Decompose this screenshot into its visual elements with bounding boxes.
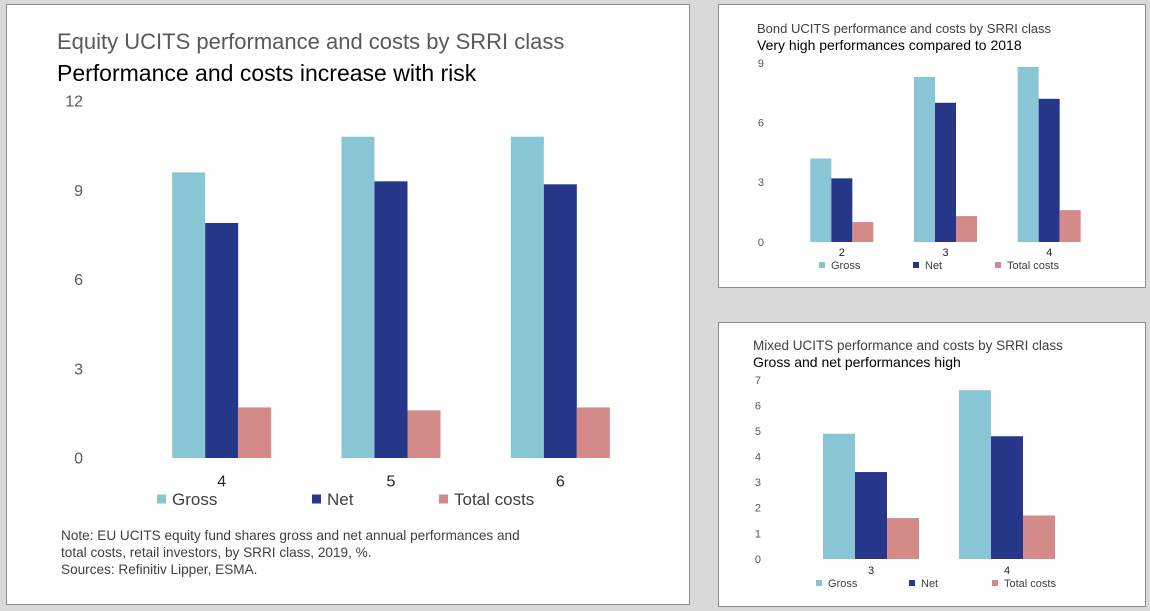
legend-label: Total costs [454, 490, 534, 509]
legend-label: Gross [172, 490, 217, 509]
mixed-bar-chart: 0 1 2 3 4 5 6 7 3 4 Gross Net Total costs [755, 375, 1057, 590]
y-tick-label: 3 [74, 361, 83, 378]
bar-gross [959, 390, 991, 559]
bar-total-costs [852, 222, 874, 242]
x-category-label: 2 [839, 247, 845, 259]
equity-chart-panel: Equity UCITS performance and costs by SR… [6, 4, 690, 605]
y-tick-label: 5 [755, 426, 761, 438]
legend-swatch [816, 580, 822, 586]
y-tick-label: 9 [74, 183, 83, 200]
note-line-3: Sources: Refinitiv Lipper, ESMA. [61, 562, 258, 577]
x-category-label: 6 [556, 474, 565, 491]
bar-total-costs [1059, 210, 1081, 242]
bar-total-costs [1023, 515, 1055, 559]
bar-net [543, 184, 577, 459]
equity-chart-subtitle: Equity UCITS performance and costs by SR… [57, 29, 565, 54]
legend-swatch [913, 262, 919, 268]
note-line-2: total costs, retail investors, by SRRI c… [61, 545, 372, 560]
bond-chart-subtitle: Bond UCITS performance and costs by SRRI… [757, 21, 1052, 36]
x-category-label: 4 [1046, 247, 1052, 259]
bar-net [205, 222, 239, 458]
bar-gross [510, 136, 544, 458]
bond-chart-panel: Bond UCITS performance and costs by SRRI… [718, 4, 1146, 288]
y-tick-label: 3 [758, 177, 764, 189]
y-tick-label: 4 [755, 452, 761, 464]
y-tick-label: 1 [755, 528, 761, 540]
legend-label: Gross [828, 578, 858, 590]
x-category-label: 3 [942, 247, 948, 259]
y-tick-label: 12 [65, 94, 83, 111]
legend-label: Net [921, 578, 938, 590]
bar-gross [823, 433, 855, 559]
equity-chart-title: Performance and costs increase with risk [57, 60, 477, 86]
bond-bar-chart: 0 3 6 9 2 3 4 Gross Net Total costs [758, 58, 1081, 272]
legend-swatch [312, 494, 321, 504]
bar-total-costs [956, 216, 977, 242]
bar-total-costs [576, 407, 610, 458]
bar-gross [341, 136, 375, 458]
legend-swatch [439, 494, 448, 504]
bar-gross [1017, 66, 1039, 242]
bar-gross [172, 172, 206, 458]
bar-total-costs [887, 518, 919, 559]
y-tick-label: 9 [758, 58, 764, 70]
x-category-label: 4 [217, 474, 226, 491]
bar-net [935, 102, 956, 243]
bar-net [991, 436, 1023, 559]
bar-net [1038, 98, 1060, 242]
bond-chart-title: Very high performances compared to 2018 [757, 37, 1022, 53]
legend-label: Net [925, 260, 942, 272]
legend-swatch [995, 262, 1001, 268]
y-tick-label: 6 [755, 400, 761, 412]
equity-bar-chart: 0 3 6 9 12 4 5 6 Gross Net Total costs [65, 94, 610, 509]
y-tick-label: 7 [755, 375, 761, 387]
y-tick-label: 6 [74, 272, 83, 289]
equity-chart-note: Note: EU UCITS equity fund shares gross … [61, 527, 661, 578]
mixed-chart-title: Gross and net performances high [753, 354, 961, 370]
x-category-label: 5 [387, 474, 396, 491]
y-tick-label: 3 [755, 477, 761, 489]
legend-swatch [992, 580, 998, 586]
mixed-chart-subtitle: Mixed UCITS performance and costs by SRR… [753, 338, 1063, 353]
bar-total-costs [238, 407, 272, 458]
legend-swatch [157, 494, 166, 504]
legend-label: Net [327, 490, 354, 509]
y-tick-label: 0 [755, 554, 761, 566]
x-category-label: 3 [868, 565, 874, 577]
y-tick-label: 6 [758, 118, 764, 130]
y-tick-label: 0 [758, 237, 764, 249]
note-line-1: Note: EU UCITS equity fund shares gross … [61, 528, 520, 543]
bar-net [831, 178, 853, 242]
legend-swatch [909, 580, 915, 586]
bar-net [855, 472, 887, 559]
y-tick-label: 2 [755, 503, 761, 515]
x-category-label: 4 [1004, 565, 1010, 577]
bar-net [374, 181, 408, 458]
bar-gross [914, 76, 935, 242]
legend-label: Gross [831, 260, 861, 272]
legend-label: Total costs [1007, 260, 1059, 272]
bar-total-costs [407, 410, 441, 458]
legend-label: Total costs [1004, 578, 1056, 590]
mixed-chart-panel: Mixed UCITS performance and costs by SRR… [718, 322, 1146, 607]
legend-swatch [819, 262, 825, 268]
bar-gross [810, 158, 832, 242]
y-tick-label: 0 [74, 451, 83, 468]
